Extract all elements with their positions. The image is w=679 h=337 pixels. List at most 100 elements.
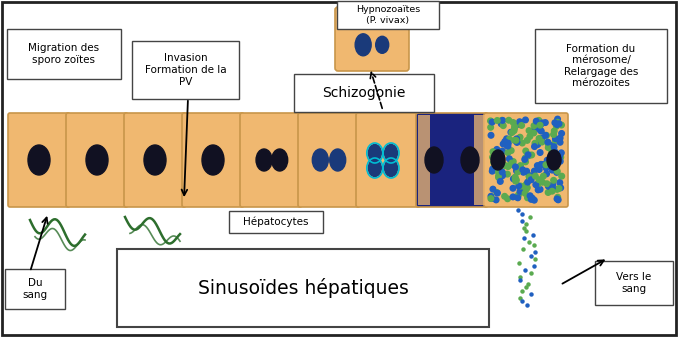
Circle shape — [523, 155, 528, 161]
Circle shape — [513, 177, 519, 183]
Circle shape — [526, 128, 532, 133]
Ellipse shape — [202, 145, 224, 175]
FancyBboxPatch shape — [484, 113, 568, 207]
Circle shape — [500, 169, 505, 175]
Circle shape — [509, 148, 514, 153]
Circle shape — [516, 183, 521, 189]
Circle shape — [512, 124, 517, 129]
Circle shape — [555, 168, 560, 174]
Circle shape — [551, 148, 557, 154]
Circle shape — [553, 139, 558, 144]
Circle shape — [494, 190, 500, 196]
Circle shape — [539, 135, 545, 141]
Circle shape — [496, 175, 501, 180]
Ellipse shape — [86, 145, 108, 175]
Circle shape — [519, 123, 524, 128]
Circle shape — [550, 182, 555, 188]
Circle shape — [504, 171, 510, 177]
Circle shape — [528, 177, 534, 183]
Circle shape — [526, 152, 531, 158]
Ellipse shape — [256, 149, 272, 171]
FancyBboxPatch shape — [132, 41, 239, 99]
Ellipse shape — [368, 159, 382, 177]
Circle shape — [535, 187, 541, 193]
Circle shape — [513, 137, 519, 143]
Circle shape — [516, 122, 522, 127]
Circle shape — [554, 187, 559, 192]
Circle shape — [517, 119, 522, 124]
Circle shape — [556, 186, 562, 191]
Circle shape — [543, 120, 548, 125]
Circle shape — [515, 169, 521, 175]
Circle shape — [551, 144, 557, 150]
Circle shape — [492, 149, 498, 154]
Circle shape — [555, 197, 561, 203]
Ellipse shape — [425, 147, 443, 173]
Circle shape — [496, 157, 502, 162]
Circle shape — [536, 118, 542, 123]
Circle shape — [498, 121, 504, 127]
Circle shape — [544, 181, 550, 187]
Circle shape — [553, 123, 559, 129]
Circle shape — [527, 152, 532, 158]
Circle shape — [509, 130, 515, 135]
Circle shape — [531, 130, 536, 136]
Circle shape — [544, 132, 549, 138]
Ellipse shape — [384, 145, 397, 161]
Circle shape — [523, 148, 528, 154]
Circle shape — [532, 141, 538, 146]
Circle shape — [494, 190, 500, 195]
Circle shape — [545, 157, 550, 163]
Circle shape — [559, 122, 564, 128]
Circle shape — [500, 118, 505, 123]
Circle shape — [505, 141, 511, 146]
Circle shape — [558, 154, 564, 160]
Circle shape — [557, 137, 562, 143]
Circle shape — [553, 152, 559, 158]
Circle shape — [517, 163, 524, 168]
Circle shape — [555, 116, 560, 122]
Circle shape — [554, 122, 559, 128]
Circle shape — [553, 136, 558, 142]
Text: Migration des
sporo zoïtes: Migration des sporo zoïtes — [29, 43, 100, 65]
Circle shape — [557, 180, 563, 185]
Ellipse shape — [491, 150, 505, 170]
Circle shape — [523, 159, 528, 165]
Circle shape — [496, 170, 501, 175]
Circle shape — [557, 154, 562, 159]
FancyBboxPatch shape — [124, 113, 186, 207]
Circle shape — [537, 187, 543, 192]
FancyBboxPatch shape — [8, 113, 70, 207]
Circle shape — [507, 136, 512, 142]
Circle shape — [519, 140, 525, 146]
Circle shape — [557, 135, 563, 141]
Circle shape — [495, 152, 501, 158]
Circle shape — [535, 183, 540, 189]
Circle shape — [557, 140, 563, 145]
Circle shape — [490, 186, 496, 192]
Circle shape — [523, 117, 528, 123]
Circle shape — [534, 123, 539, 129]
Circle shape — [494, 147, 500, 152]
Circle shape — [514, 194, 519, 200]
Circle shape — [513, 178, 519, 184]
Circle shape — [490, 149, 496, 154]
Circle shape — [545, 141, 551, 147]
Circle shape — [527, 175, 532, 180]
Circle shape — [490, 119, 495, 125]
Text: Hépatocytes: Hépatocytes — [243, 217, 309, 227]
Circle shape — [505, 143, 511, 149]
Circle shape — [528, 173, 534, 179]
Circle shape — [529, 152, 534, 158]
Ellipse shape — [384, 159, 397, 177]
Circle shape — [540, 179, 545, 185]
Circle shape — [521, 170, 526, 175]
Circle shape — [515, 192, 521, 198]
Circle shape — [559, 131, 564, 136]
Circle shape — [530, 195, 535, 201]
FancyBboxPatch shape — [338, 10, 406, 20]
Circle shape — [525, 195, 530, 201]
Circle shape — [532, 144, 537, 149]
Circle shape — [543, 132, 549, 138]
Circle shape — [491, 160, 496, 165]
